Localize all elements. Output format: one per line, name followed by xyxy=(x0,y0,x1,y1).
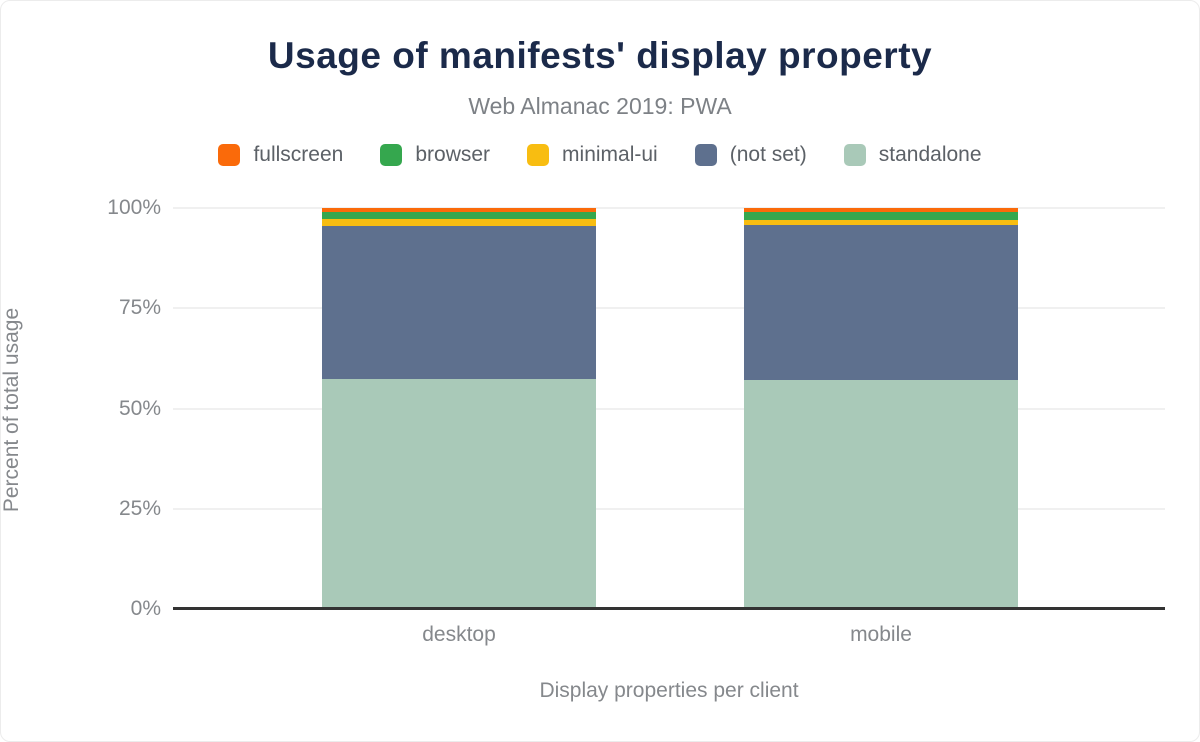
x-tick-label-desktop: desktop xyxy=(422,623,496,646)
legend-item-standalone[interactable]: standalone xyxy=(843,143,982,167)
y-tick-label-100: 100% xyxy=(107,196,161,219)
bar-segment-mobile-minimal-ui[interactable] xyxy=(744,220,1018,226)
bar-segment-mobile-not-set[interactable] xyxy=(744,225,1018,381)
legend-item-minimal-ui[interactable]: minimal-ui xyxy=(527,143,658,167)
legend-swatch-fullscreen xyxy=(218,144,241,166)
legend-swatch-not-set xyxy=(694,144,717,166)
y-tick-label-0: 0% xyxy=(130,597,161,620)
bar-desktop xyxy=(322,208,596,609)
gridline-50 xyxy=(173,407,1165,410)
y-tick-label-75: 75% xyxy=(118,296,161,320)
bar-mobile xyxy=(744,208,1018,609)
legend: fullscreen browser minimal-ui (not set) stan… xyxy=(1,143,1199,167)
legend-label: standalone xyxy=(878,143,982,166)
legend-item-browser[interactable]: browser xyxy=(380,143,490,167)
x-axis-title: Display properties per client xyxy=(539,679,799,702)
bar-segment-desktop-browser[interactable] xyxy=(322,212,596,220)
legend-label: minimal-ui xyxy=(562,143,658,166)
x-axis-tick-labels: desktop mobile xyxy=(173,623,1165,653)
legend-item-not-set[interactable]: (not set) xyxy=(694,143,807,167)
bar-segment-desktop-fullscreen[interactable] xyxy=(322,208,596,213)
y-axis-tick-labels: 0% 25% 50% 75% 100% xyxy=(1,196,161,620)
gridline-75 xyxy=(173,307,1165,310)
bar-segment-mobile-standalone[interactable] xyxy=(744,380,1018,609)
bar-segment-desktop-minimal-ui[interactable] xyxy=(322,219,596,227)
y-tick-label-25: 25% xyxy=(118,496,161,520)
bar-segment-mobile-browser[interactable] xyxy=(744,212,1018,221)
legend-item-fullscreen[interactable]: fullscreen xyxy=(218,143,343,167)
legend-label: fullscreen xyxy=(253,143,344,166)
x-tick-label-mobile: mobile xyxy=(850,623,912,646)
legend-label: browser xyxy=(415,143,491,166)
plot-area xyxy=(173,207,1165,610)
legend-swatch-browser xyxy=(380,144,403,166)
legend-label: (not set) xyxy=(729,143,807,166)
bar-segment-mobile-fullscreen[interactable] xyxy=(744,208,1018,213)
y-tick-label-50: 50% xyxy=(118,396,161,420)
legend-swatch-minimal-ui xyxy=(527,144,550,166)
gridline-25 xyxy=(173,507,1165,510)
bar-segment-desktop-not-set[interactable] xyxy=(322,226,596,380)
chart-subtitle: Web Almanac 2019: PWA xyxy=(468,93,732,119)
bar-segment-desktop-standalone[interactable] xyxy=(322,379,596,609)
gridline-100 xyxy=(173,207,1165,209)
x-axis-line xyxy=(173,607,1165,610)
chart-title: Usage of manifests' display property xyxy=(267,35,933,76)
legend-swatch-standalone xyxy=(843,144,866,166)
